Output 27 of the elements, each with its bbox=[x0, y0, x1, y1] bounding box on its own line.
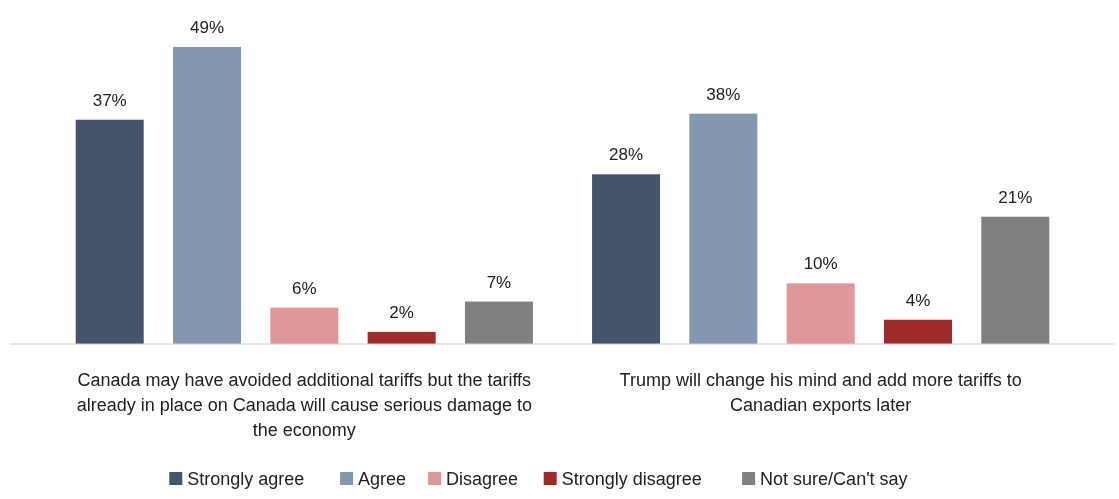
legend-label: Agree bbox=[358, 469, 407, 489]
legend-label: Not sure/Can't say bbox=[760, 469, 908, 489]
data-label: 2% bbox=[389, 302, 414, 322]
bar bbox=[173, 47, 242, 344]
bar bbox=[981, 216, 1050, 344]
legend-label: Strongly agree bbox=[187, 469, 305, 489]
bar bbox=[592, 174, 661, 344]
data-label: 38% bbox=[706, 84, 741, 104]
x-tick-label: Canada may have avoided additional tariffs but the tariffs already in place on Canada will cause serious damage to the economy bbox=[76, 370, 532, 440]
bar bbox=[786, 283, 855, 344]
x-tick-label: Trump will change his mind and add more tariffs to Canadian exports later bbox=[619, 370, 1022, 415]
bar bbox=[270, 307, 339, 344]
bar bbox=[883, 319, 952, 344]
data-label: 10% bbox=[803, 254, 838, 274]
data-label: 49% bbox=[189, 18, 225, 37]
legend-label: Strongly disagree bbox=[561, 469, 702, 489]
bar bbox=[75, 119, 144, 344]
data-label: 6% bbox=[292, 278, 317, 298]
data-label: 37% bbox=[92, 90, 127, 110]
data-label: 4% bbox=[905, 290, 931, 310]
data-label: 28% bbox=[609, 145, 644, 165]
data-label: 21% bbox=[998, 187, 1033, 207]
bar bbox=[689, 113, 758, 344]
bar bbox=[367, 331, 436, 344]
legend-label: Disagree bbox=[446, 469, 519, 489]
bar bbox=[464, 301, 533, 344]
data-label: 7% bbox=[486, 272, 512, 292]
